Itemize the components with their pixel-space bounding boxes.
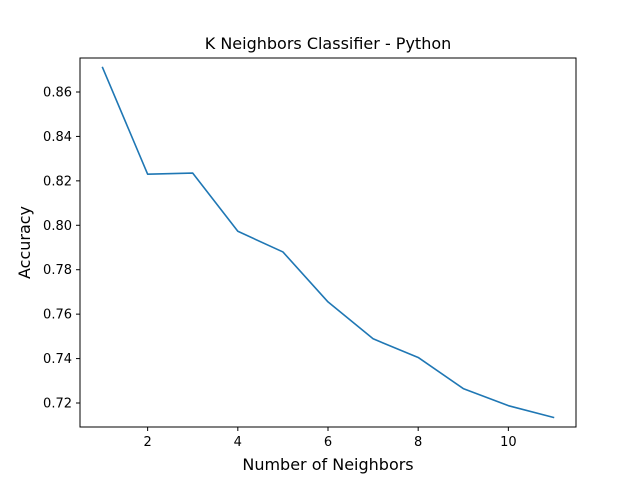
x-tick-label: 2	[143, 435, 151, 450]
x-tick-label: 8	[414, 435, 422, 450]
y-tick-label: 0.82	[43, 174, 72, 189]
y-tick-label: 0.80	[43, 219, 72, 234]
chart-title: K Neighbors Classifier - Python	[205, 34, 452, 53]
x-axis-title: Number of Neighbors	[242, 455, 413, 474]
y-tick-label: 0.74	[43, 352, 72, 367]
y-tick-label: 0.86	[43, 85, 72, 100]
x-tick-label: 4	[234, 435, 242, 450]
y-tick-label: 0.84	[43, 130, 72, 145]
x-tick-label: 10	[500, 435, 517, 450]
y-axis: 0.72 0.74 0.76 0.78 0.80 0.82 0.84 0.86	[43, 85, 80, 412]
y-tick-label: 0.72	[43, 397, 72, 412]
x-tick-label: 6	[324, 435, 332, 450]
y-tick-label: 0.78	[43, 263, 72, 278]
plot-background	[80, 58, 576, 427]
x-axis: 2 4 6 8 10	[143, 427, 517, 450]
y-axis-title: Accuracy	[15, 206, 34, 279]
series-layer	[101, 66, 555, 419]
y-tick-label: 0.76	[43, 308, 72, 323]
series-line	[101, 66, 555, 419]
